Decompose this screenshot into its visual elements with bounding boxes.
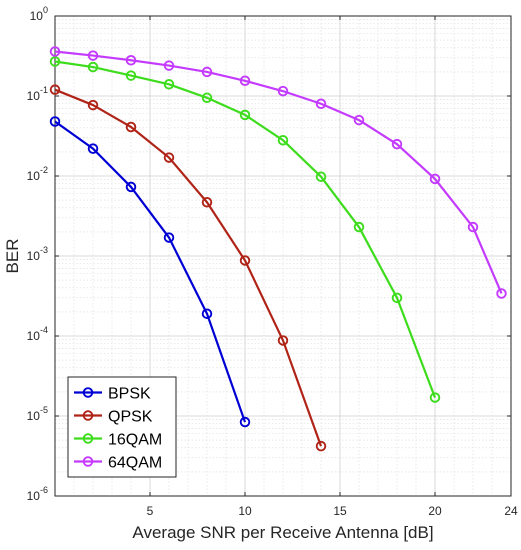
data-point xyxy=(239,416,251,428)
data-point xyxy=(201,66,213,78)
data-point xyxy=(239,109,251,121)
data-point xyxy=(467,221,479,233)
y-tick-label: 10-6 xyxy=(27,485,48,503)
y-tick-label-base: 10 xyxy=(27,409,41,423)
data-point xyxy=(315,440,327,452)
data-point xyxy=(391,138,403,150)
data-point xyxy=(49,56,61,67)
series-line-64qam xyxy=(54,50,503,294)
series-64qam xyxy=(49,46,507,299)
y-tick-label-base: 10 xyxy=(27,329,41,343)
x-axis-title: Average SNR per Receive Antenna [dB] xyxy=(132,523,433,542)
series-line-bpsk xyxy=(54,120,247,423)
series-16qam xyxy=(49,56,441,403)
data-point xyxy=(391,292,403,304)
legend-label: 16QAM xyxy=(108,432,162,449)
data-point xyxy=(277,85,289,97)
legend-label: QPSK xyxy=(108,409,153,426)
series-line-16qam xyxy=(54,60,437,398)
data-point xyxy=(125,121,137,133)
y-tick-label: 10-3 xyxy=(27,245,48,263)
legend-label: BPSK xyxy=(108,386,151,403)
data-point xyxy=(163,232,175,243)
data-point xyxy=(49,116,61,127)
legend-item-bpsk: BPSK xyxy=(74,386,151,403)
data-point xyxy=(315,171,327,182)
legend-item-64qam: 64QAM xyxy=(74,455,162,472)
y-tick-label: 10-2 xyxy=(27,165,48,183)
data-point xyxy=(353,221,365,233)
data-point xyxy=(239,75,251,87)
data-point xyxy=(49,84,61,95)
data-point xyxy=(353,114,365,126)
y-tick-label: 100 xyxy=(30,5,48,23)
legend-swatch-marker xyxy=(82,456,94,467)
legend-item-qpsk: QPSK xyxy=(74,409,153,426)
data-point xyxy=(429,392,441,403)
y-axis-title: BER xyxy=(3,239,22,274)
data-point xyxy=(277,335,289,346)
y-tick-label-exponent: 0 xyxy=(43,5,48,15)
series-qpsk xyxy=(49,84,327,452)
y-tick-label-exponent: -2 xyxy=(40,165,48,175)
data-point xyxy=(125,54,137,66)
y-tick-label-exponent: -4 xyxy=(40,325,48,335)
data-point xyxy=(163,60,175,71)
legend: BPSK QPSK 16QAM 64QAM xyxy=(67,376,177,478)
data-point xyxy=(49,46,61,57)
y-tick-label-base: 10 xyxy=(27,489,41,503)
y-tick-label-exponent: -5 xyxy=(40,405,48,415)
y-tick-label-base: 10 xyxy=(27,169,41,183)
data-point xyxy=(125,70,137,81)
data-point xyxy=(87,50,99,61)
legend-label: 64QAM xyxy=(108,455,162,472)
data-point xyxy=(163,152,175,163)
data-point xyxy=(125,181,137,193)
data-point xyxy=(315,98,327,110)
data-point xyxy=(429,173,441,185)
x-tick-label: 24 xyxy=(504,504,518,518)
y-tick-label-exponent: -6 xyxy=(40,485,48,495)
x-tick-label: 15 xyxy=(333,504,347,518)
legend-swatch-marker xyxy=(82,433,94,444)
series-layer xyxy=(49,46,507,452)
legend-swatch-marker xyxy=(82,387,94,398)
series-line-qpsk xyxy=(54,88,323,447)
data-point xyxy=(87,61,99,73)
data-point xyxy=(163,79,175,90)
data-point xyxy=(239,255,251,266)
y-tick-label: 10-1 xyxy=(27,85,48,103)
data-point xyxy=(87,143,99,154)
data-point xyxy=(87,99,99,111)
x-tick-label: 20 xyxy=(428,504,442,518)
y-tick-label-base: 10 xyxy=(30,9,44,23)
y-tick-label-exponent: -3 xyxy=(40,245,48,255)
axis-ticks xyxy=(55,15,512,497)
y-tick-label-base: 10 xyxy=(27,249,41,263)
data-point xyxy=(496,288,507,299)
y-tick-label-base: 10 xyxy=(27,89,41,103)
data-point xyxy=(277,134,289,146)
legend-box xyxy=(67,376,177,478)
data-point xyxy=(201,196,213,208)
x-tick-labels: 5 10 15 20 24 xyxy=(147,504,518,518)
data-point xyxy=(201,92,213,104)
x-tick-label: 10 xyxy=(238,504,252,518)
y-tick-label: 10-5 xyxy=(27,405,48,423)
series-bpsk xyxy=(49,116,251,428)
legend-item-16qam: 16QAM xyxy=(74,432,162,449)
y-tick-label: 10-4 xyxy=(27,325,48,343)
data-point xyxy=(201,308,213,319)
legend-swatch-marker xyxy=(82,410,94,421)
y-tick-label-exponent: -1 xyxy=(40,85,48,95)
x-tick-label: 5 xyxy=(147,504,154,518)
